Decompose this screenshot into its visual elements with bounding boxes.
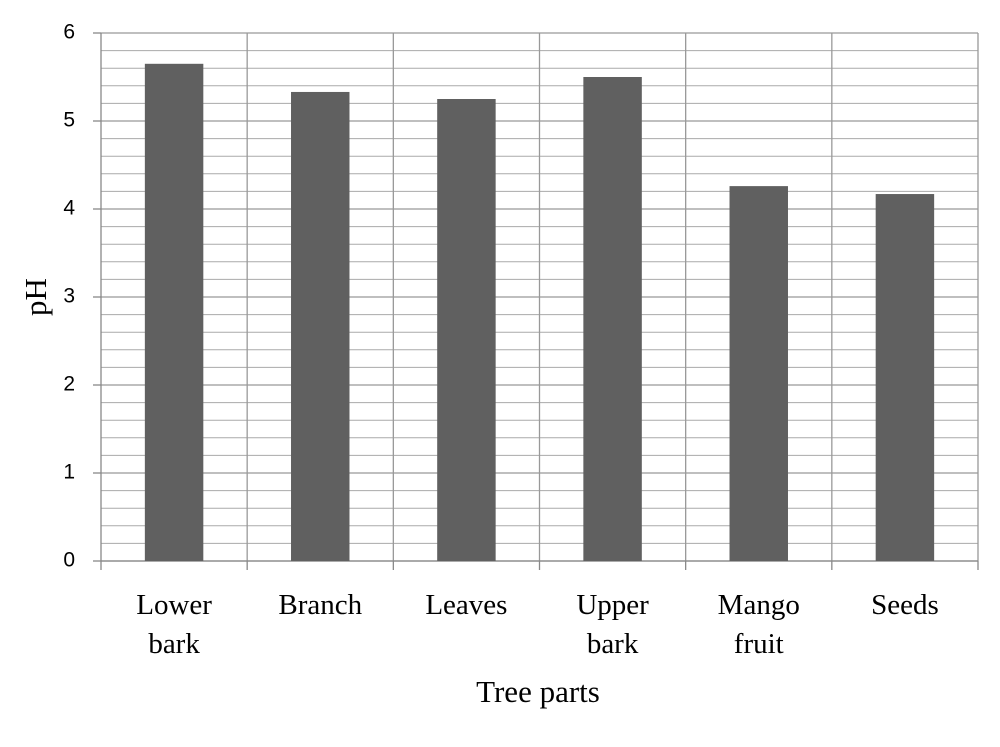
y-tick-label: 0 (63, 549, 75, 572)
bar (291, 91, 350, 562)
x-tick-label: Mango fruit (718, 589, 800, 660)
x-tick-label: Branch (278, 589, 362, 621)
x-tick-label: Upper bark (576, 589, 649, 660)
x-tick-label: Leaves (425, 589, 507, 621)
x-axis-title: Tree parts (476, 674, 600, 709)
bar (729, 186, 788, 561)
y-tick-label: 2 (63, 373, 75, 396)
bar (583, 77, 642, 561)
y-tick-label: 4 (63, 197, 75, 220)
y-tick-label: 6 (63, 21, 75, 44)
x-tick-label: Seeds (871, 589, 939, 621)
x-tick-label: Lower bark (136, 589, 212, 660)
y-tick-label: 1 (63, 461, 75, 484)
bar (437, 99, 496, 561)
y-axis-title: pH (18, 278, 53, 316)
bar (144, 63, 204, 562)
y-tick-label: 5 (63, 109, 75, 132)
bar (875, 194, 935, 562)
y-tick-label: 3 (63, 285, 75, 308)
